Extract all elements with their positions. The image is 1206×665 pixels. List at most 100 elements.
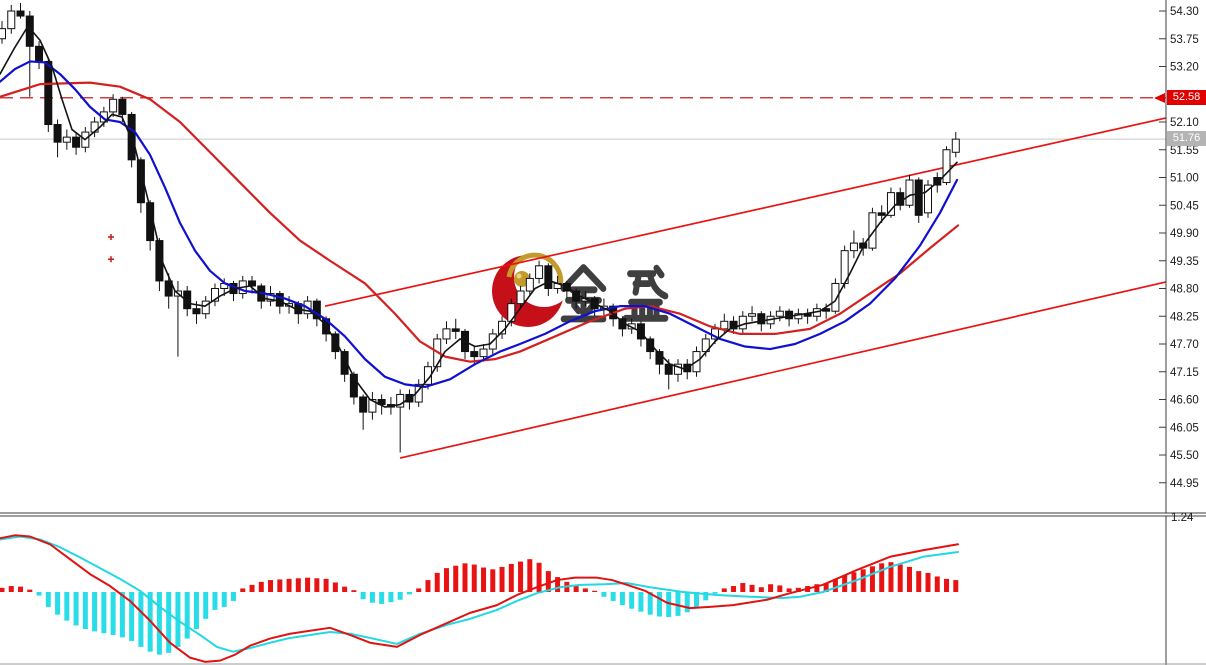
macd-dif-line [0, 534, 959, 663]
macd-histogram-bar [916, 571, 922, 592]
macd-histogram-bar [221, 592, 227, 607]
macd-histogram-bar [397, 592, 403, 600]
candle-body [720, 320, 729, 330]
macd-histogram-bar [342, 586, 348, 592]
axis-tick-label: 44.95 [1170, 478, 1199, 490]
candle-body [646, 338, 655, 353]
macd-histogram-bar [795, 587, 801, 592]
axis-tick-label: 48.25 [1170, 311, 1199, 323]
macd-histogram-bar [277, 579, 283, 592]
candle-body [266, 293, 275, 302]
macd-histogram-bar [906, 566, 912, 592]
macd-histogram-bar [675, 592, 681, 616]
macd-histogram-bar [138, 592, 144, 647]
candle-body [535, 265, 544, 279]
macd-histogram-bar [18, 586, 24, 592]
axis-tick-label: 50.45 [1170, 200, 1199, 212]
macd-histogram-bar [388, 592, 394, 603]
macd-histogram-bar [703, 592, 709, 601]
axis-tick-label: 45.50 [1170, 450, 1199, 462]
macd-histogram-bar [536, 562, 542, 592]
candle-body [738, 315, 747, 330]
candle-body [729, 320, 738, 330]
macd-histogram-bar [203, 592, 209, 619]
candle-body [349, 373, 358, 398]
candle-body [914, 179, 923, 216]
macd-histogram-bar [629, 592, 635, 609]
candle-body [16, 10, 25, 17]
macd-histogram-bar [45, 592, 51, 607]
candle-body [72, 136, 81, 148]
macd-histogram-bar [490, 569, 496, 592]
candle-body [210, 288, 219, 302]
candle-body [470, 351, 479, 358]
candle-body [7, 10, 16, 30]
macd-histogram-bar [258, 581, 264, 592]
macd-histogram-bar [879, 563, 885, 592]
macd-histogram-bar [119, 592, 125, 638]
candle-body [368, 399, 377, 413]
candle-body [831, 282, 840, 312]
candle-body [748, 313, 757, 317]
candle-body [775, 310, 784, 317]
candle-body [785, 310, 794, 320]
macd-histogram-bar [314, 578, 320, 592]
macd-histogram-bar [64, 592, 70, 621]
macd-histogram-bar [8, 586, 14, 592]
macd-histogram-bar [555, 577, 561, 592]
macd-histogram-bar [869, 566, 875, 592]
macd-histogram-bar [656, 592, 662, 617]
candle-body [794, 313, 803, 320]
ma-slow-line [0, 81, 960, 363]
macd-histogram-bar [592, 590, 598, 593]
ma-fast-line [0, 25, 958, 408]
candles-layer [0, 2, 960, 453]
candle-body [127, 113, 136, 161]
price-marker-arrow [1154, 93, 1165, 103]
macd-histogram-bar [462, 563, 468, 592]
macd-histogram-bar [166, 592, 172, 653]
macd-histogram-bar [101, 592, 107, 634]
macd-histogram-bar [0, 587, 5, 592]
macd-scale-max-label: 1.24 [1171, 512, 1194, 524]
macd-histogram-bar [360, 592, 366, 600]
candle-body [757, 313, 766, 325]
macd-histogram-bar [731, 586, 737, 592]
macd-histogram-bar [573, 585, 579, 592]
candle-body [849, 242, 858, 252]
candle-body [451, 328, 460, 332]
price-tag-resistance: 52.58 [1167, 90, 1206, 105]
candle-body [886, 192, 895, 216]
candle-body [905, 179, 914, 206]
axis-tick-label: 46.60 [1170, 395, 1199, 407]
candle-body [275, 293, 284, 307]
candle-body [136, 159, 145, 204]
candle-body [53, 124, 62, 143]
candle-body [340, 351, 349, 375]
macd-histogram-bar [406, 592, 412, 595]
macd-histogram-bar [823, 583, 829, 592]
axis-tick-label: 48.80 [1170, 284, 1199, 296]
candle-body [868, 212, 877, 249]
candle-body [507, 303, 516, 322]
candle-body [544, 265, 553, 289]
macd-histogram-bar [36, 592, 42, 596]
candle-body [942, 149, 951, 184]
macd-histogram-bar [749, 584, 755, 592]
macd-histogram-bar [934, 576, 940, 592]
candle-body [0, 28, 6, 40]
macd-histogram-bar [582, 588, 588, 592]
macd-histogram-bar [471, 564, 477, 592]
candle-body [109, 98, 118, 113]
ma-mid-line [0, 60, 959, 388]
macd-histogram-bar [944, 578, 950, 592]
macd-histogram-bar [305, 577, 311, 592]
macd-histogram-bar [184, 592, 190, 639]
candle-body [951, 138, 960, 153]
macd-histogram-bar [601, 592, 607, 597]
candle-body [673, 363, 682, 375]
macd-histogram-bar [647, 592, 653, 615]
macd-histogram-bar [777, 585, 783, 592]
